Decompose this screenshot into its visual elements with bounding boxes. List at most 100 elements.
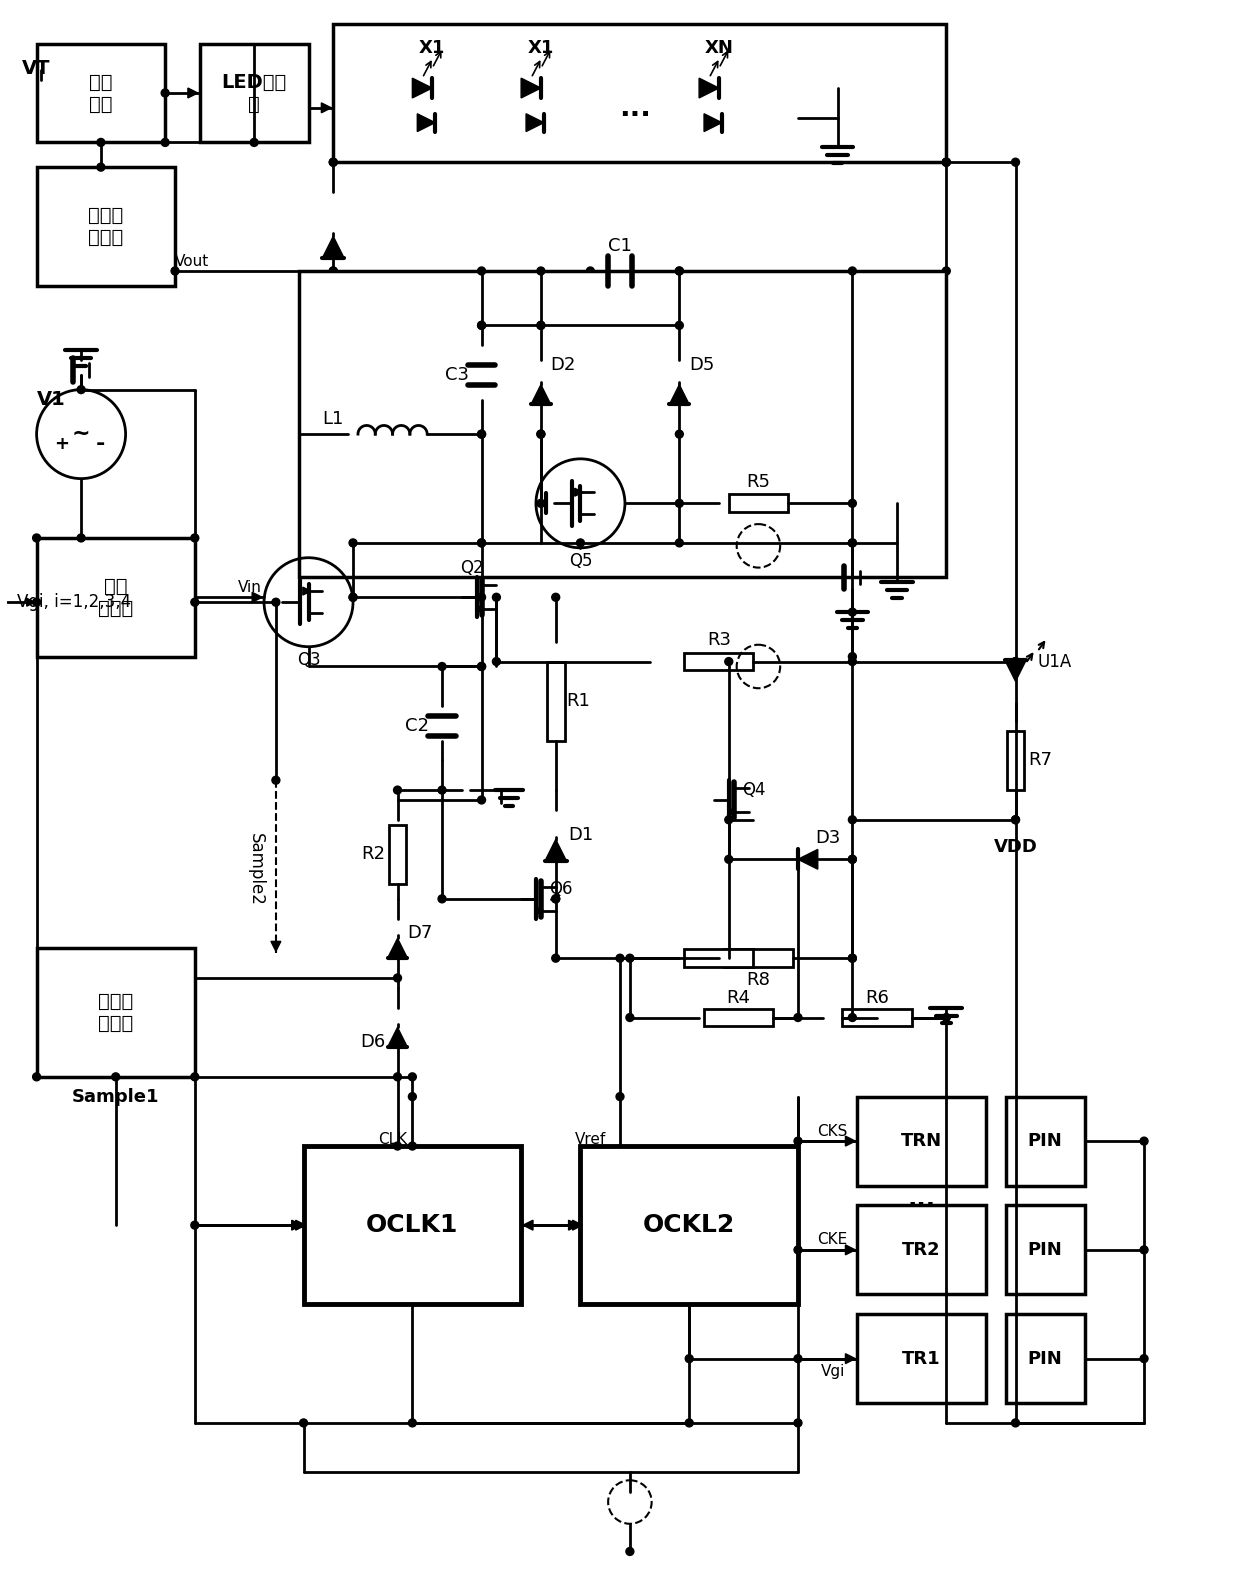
Text: +: +: [53, 436, 69, 453]
Text: C2: C2: [405, 717, 429, 734]
Circle shape: [537, 500, 544, 508]
Circle shape: [477, 321, 486, 329]
Circle shape: [537, 321, 544, 329]
Bar: [857, 1096, 986, 1186]
Circle shape: [1012, 816, 1019, 824]
Polygon shape: [704, 113, 722, 131]
Circle shape: [794, 1355, 802, 1363]
Circle shape: [191, 535, 198, 543]
Circle shape: [616, 954, 624, 962]
Polygon shape: [388, 1028, 408, 1047]
Circle shape: [438, 895, 446, 903]
Bar: [1006, 1205, 1085, 1294]
Circle shape: [848, 954, 857, 962]
Polygon shape: [699, 78, 719, 97]
Text: PIN: PIN: [1028, 1240, 1063, 1259]
Text: Vin: Vin: [238, 579, 262, 595]
Circle shape: [272, 598, 280, 606]
Text: D1: D1: [568, 825, 593, 844]
Circle shape: [552, 895, 559, 903]
Circle shape: [393, 974, 402, 982]
Circle shape: [350, 594, 357, 602]
Text: Q5: Q5: [569, 552, 593, 570]
Bar: [304, 1146, 521, 1304]
Text: Q2: Q2: [460, 559, 484, 576]
Polygon shape: [27, 598, 35, 606]
Circle shape: [686, 1355, 693, 1363]
Circle shape: [477, 594, 486, 602]
Text: Q4: Q4: [742, 780, 765, 800]
Circle shape: [848, 855, 857, 863]
Polygon shape: [272, 942, 280, 951]
Circle shape: [587, 267, 594, 275]
Text: V1: V1: [37, 389, 66, 409]
Circle shape: [300, 1419, 308, 1427]
Circle shape: [1140, 1246, 1148, 1254]
Text: OCLK1: OCLK1: [366, 1213, 459, 1237]
Polygon shape: [321, 102, 331, 113]
Text: Q3: Q3: [296, 651, 320, 669]
Text: U1A: U1A: [1038, 653, 1073, 670]
Text: R1: R1: [567, 693, 590, 710]
Text: D2: D2: [551, 356, 575, 373]
Circle shape: [393, 1143, 402, 1151]
Circle shape: [725, 855, 733, 863]
Text: 低噪声
隔离器: 低噪声 隔离器: [88, 206, 124, 247]
Circle shape: [77, 535, 86, 543]
Bar: [37, 538, 195, 656]
Bar: [200, 43, 309, 142]
Circle shape: [477, 539, 486, 547]
Circle shape: [942, 1013, 950, 1021]
Text: R4: R4: [727, 990, 750, 1007]
Circle shape: [537, 321, 544, 329]
Circle shape: [477, 321, 486, 329]
Circle shape: [616, 1093, 624, 1101]
Text: -: -: [97, 434, 105, 453]
Text: TR2: TR2: [903, 1240, 941, 1259]
Bar: [729, 495, 789, 512]
Circle shape: [1012, 816, 1019, 824]
Circle shape: [438, 662, 446, 670]
Circle shape: [330, 158, 337, 166]
Circle shape: [676, 500, 683, 508]
Circle shape: [350, 539, 357, 547]
Polygon shape: [388, 938, 408, 958]
Bar: [37, 948, 195, 1077]
Polygon shape: [418, 113, 435, 131]
Bar: [1006, 1314, 1085, 1403]
Polygon shape: [295, 1221, 305, 1231]
Circle shape: [552, 954, 559, 962]
Circle shape: [626, 954, 634, 962]
Circle shape: [686, 1419, 693, 1427]
Polygon shape: [1004, 659, 1027, 681]
Polygon shape: [573, 1221, 583, 1231]
Text: Vout: Vout: [175, 254, 210, 268]
Circle shape: [676, 267, 683, 275]
Bar: [857, 1205, 986, 1294]
Circle shape: [272, 776, 280, 784]
Text: R3: R3: [707, 630, 730, 650]
Bar: [704, 1009, 774, 1026]
Circle shape: [492, 594, 501, 602]
Circle shape: [725, 658, 733, 666]
Circle shape: [32, 535, 41, 543]
Circle shape: [848, 539, 857, 547]
Circle shape: [848, 267, 857, 275]
Bar: [388, 825, 407, 884]
Polygon shape: [521, 78, 541, 97]
Circle shape: [676, 321, 683, 329]
Text: X1: X1: [528, 40, 554, 57]
Circle shape: [552, 895, 559, 903]
Circle shape: [676, 431, 683, 437]
Text: VDD: VDD: [993, 838, 1038, 857]
Polygon shape: [537, 907, 544, 915]
Text: D5: D5: [689, 356, 714, 373]
Circle shape: [393, 1073, 402, 1080]
Polygon shape: [531, 385, 551, 404]
Circle shape: [848, 855, 857, 863]
Polygon shape: [523, 1221, 533, 1231]
Circle shape: [408, 1073, 417, 1080]
Circle shape: [191, 1073, 198, 1080]
Bar: [37, 43, 165, 142]
Bar: [1007, 731, 1024, 790]
